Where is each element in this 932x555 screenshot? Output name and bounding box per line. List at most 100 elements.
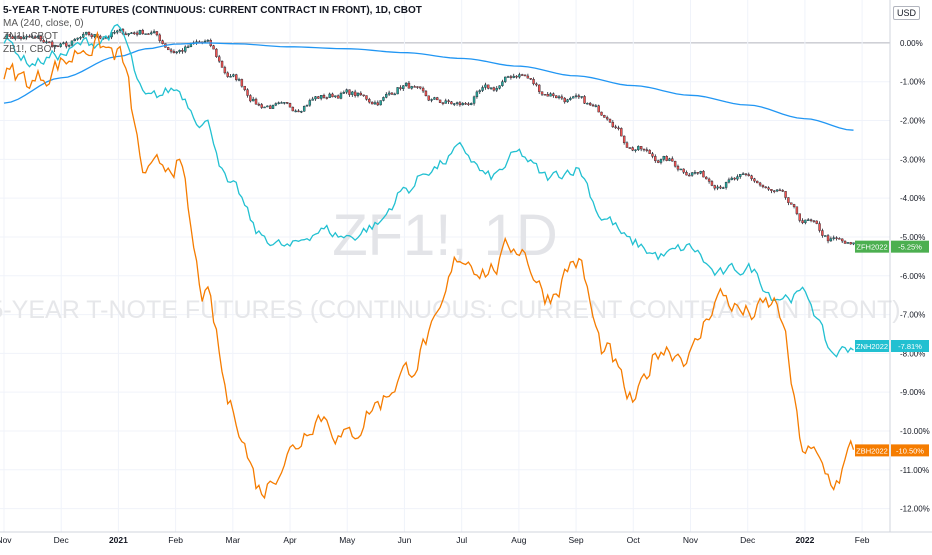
candle-body xyxy=(662,156,666,160)
candle-body xyxy=(821,230,824,236)
x-tick-label: 2022 xyxy=(795,535,814,545)
x-tick-label: May xyxy=(339,535,356,545)
candle-body xyxy=(756,180,759,184)
currency-badge[interactable]: USD xyxy=(892,6,920,20)
candle-body xyxy=(48,41,51,43)
x-tick-label: Dec xyxy=(54,535,70,545)
candle-body xyxy=(45,41,48,43)
candle-body xyxy=(682,168,685,173)
candle-body xyxy=(370,101,374,105)
candle-body xyxy=(56,45,60,47)
candle-body xyxy=(243,85,246,90)
candle-body xyxy=(319,95,323,99)
candle-body xyxy=(430,99,433,101)
candle-body xyxy=(750,175,753,179)
candle-body xyxy=(770,189,773,191)
candle-body xyxy=(36,35,40,38)
candle-body xyxy=(747,174,750,176)
candle-body xyxy=(829,238,833,242)
last-value-badge xyxy=(891,240,929,253)
candle-body xyxy=(345,89,348,93)
candle-body xyxy=(843,240,847,244)
candle-body xyxy=(339,93,343,99)
candle-body xyxy=(804,219,807,224)
candle-body xyxy=(724,181,728,188)
candle-body xyxy=(368,99,371,103)
candle-body xyxy=(263,106,266,109)
candle-body xyxy=(552,93,555,96)
last-value-label: -10.50% xyxy=(896,446,924,455)
candle-body xyxy=(322,95,326,98)
candle-body xyxy=(161,40,164,44)
candle-body xyxy=(515,75,518,78)
candle-body xyxy=(481,87,484,91)
candle-body xyxy=(744,173,748,175)
x-tick-label: Jul xyxy=(456,535,467,545)
candle-body xyxy=(832,237,835,239)
series-line-zn1- xyxy=(3,23,854,358)
candle-body xyxy=(758,182,762,186)
candle-body xyxy=(543,94,547,96)
candle-body xyxy=(277,102,280,104)
candle-body xyxy=(427,95,430,101)
x-tick-label: Aug xyxy=(511,535,526,545)
candle-body xyxy=(138,30,142,35)
compare-symbol-zb[interactable]: ZB1!, CBOT xyxy=(3,44,58,55)
candle-body xyxy=(155,31,159,36)
candle-body xyxy=(387,92,391,95)
candle-body xyxy=(249,95,252,102)
candle-body xyxy=(356,92,360,96)
candle-body xyxy=(433,97,436,100)
candle-body xyxy=(65,42,68,47)
candle-body xyxy=(529,78,532,80)
candle-body xyxy=(716,186,719,189)
candle-body xyxy=(302,106,306,112)
candle-body xyxy=(685,172,688,176)
candle-body xyxy=(223,67,227,74)
y-tick-label: -10.00% xyxy=(900,427,930,436)
y-tick-label: -8.00% xyxy=(900,349,925,358)
candle-body xyxy=(622,135,626,144)
candle-body xyxy=(158,34,161,41)
candle-body xyxy=(532,79,535,85)
candle-body xyxy=(181,49,184,52)
candle-body xyxy=(359,92,363,96)
candle-body xyxy=(812,220,816,222)
candle-body xyxy=(33,36,37,38)
candle-body xyxy=(274,103,278,106)
candle-body xyxy=(220,60,224,68)
y-tick-label: -4.00% xyxy=(900,194,925,203)
candle-body xyxy=(498,85,501,89)
candle-body xyxy=(580,96,583,98)
candle-body xyxy=(59,43,62,47)
candle-body xyxy=(348,89,351,95)
candle-body xyxy=(8,34,11,37)
candle-body xyxy=(169,49,173,52)
x-tick-label: Jun xyxy=(398,535,412,545)
candle-body xyxy=(574,95,578,97)
candle-body xyxy=(67,44,71,47)
candle-body xyxy=(807,219,810,221)
last-symbol-badge xyxy=(855,444,889,457)
candle-body xyxy=(509,76,513,78)
candle-body xyxy=(594,105,598,107)
candle-body xyxy=(215,48,218,57)
chart-title[interactable]: 5-YEAR T-NOTE FUTURES (CONTINUOUS: CURRE… xyxy=(3,5,422,16)
indicator-label[interactable]: MA (240, close, 0) xyxy=(3,18,84,29)
x-tick-label: Nov xyxy=(0,535,12,545)
candle-body xyxy=(625,142,629,148)
candle-body xyxy=(362,94,365,97)
candle-body xyxy=(82,33,85,38)
candle-body xyxy=(441,102,445,104)
compare-symbol-zn[interactable]: ZN1!, CBOT xyxy=(3,31,59,42)
y-tick-label: -2.00% xyxy=(900,117,925,126)
candle-body xyxy=(300,111,303,113)
candle-body xyxy=(141,30,144,34)
candle-body xyxy=(130,32,133,34)
candle-body xyxy=(656,160,660,163)
x-tick-label: Mar xyxy=(226,535,241,545)
candle-body xyxy=(19,36,23,39)
candle-body xyxy=(634,149,637,151)
